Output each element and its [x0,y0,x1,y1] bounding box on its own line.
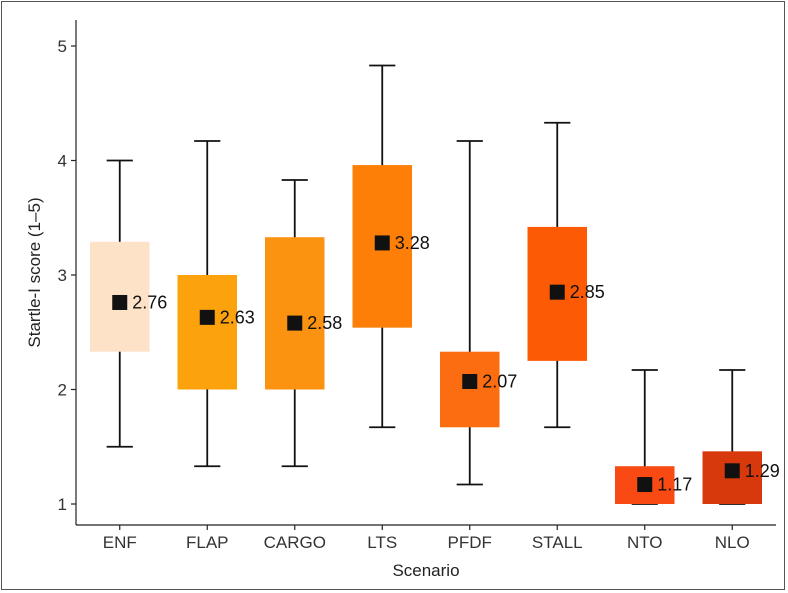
y-tick-label: 1 [58,495,67,514]
x-tick-label: LTS [367,533,397,552]
x-tick-label: ENF [103,533,137,552]
mean-label: 1.17 [657,475,692,495]
boxes: 2.76 2.63 2.58 3.28 2.07 2.85 1.17 1.29 [90,64,780,505]
mean-label: 2.76 [132,292,167,312]
x-tick-label: FLAP [186,533,229,552]
mean-label: 2.85 [570,282,605,302]
mean-marker [637,477,653,493]
mean-marker [549,284,565,300]
mean-label: 2.63 [220,307,255,327]
mean-marker [724,463,740,479]
mean-marker [462,373,478,389]
y-tick-label: 3 [58,266,67,285]
x-tick-label: STALL [532,533,583,552]
mean-label: 1.29 [745,461,780,481]
box-group-flap: 2.63 [177,140,255,468]
y-tick-label: 5 [58,37,67,56]
mean-marker [374,235,390,251]
box-group-stall: 2.85 [527,121,605,429]
mean-label: 2.07 [482,371,517,391]
x-tick-label: NLO [715,533,750,552]
box-group-lts: 3.28 [352,64,430,429]
box-group-cargo: 2.58 [265,179,342,468]
x-tick-label: CARGO [264,533,326,552]
mean-marker [287,315,303,331]
x-tick-label: PFDF [448,533,492,552]
y-tick-label: 2 [58,381,67,400]
mean-marker [199,309,215,325]
y-ticks: 1 2 3 4 5 [58,37,76,514]
box-group-pfdf: 2.07 [440,140,517,486]
iqr-box [265,237,325,390]
y-axis-title: Startle-I score (1–5) [25,197,44,347]
mean-label: 3.28 [395,233,430,253]
box-group-nlo: 1.29 [702,369,780,505]
box-group-enf: 2.76 [90,159,167,448]
box-group-nto: 1.17 [615,369,692,505]
mean-label: 2.58 [307,313,342,333]
iqr-box [177,275,237,390]
axes [75,20,776,526]
iqr-box [440,351,500,428]
y-tick-label: 4 [58,152,67,171]
x-ticks: ENF FLAP CARGO LTS PFDF STALL NTO NLO [103,525,750,552]
x-axis-title: Scenario [392,561,459,580]
x-tick-label: NTO [627,533,663,552]
mean-marker [112,294,128,310]
